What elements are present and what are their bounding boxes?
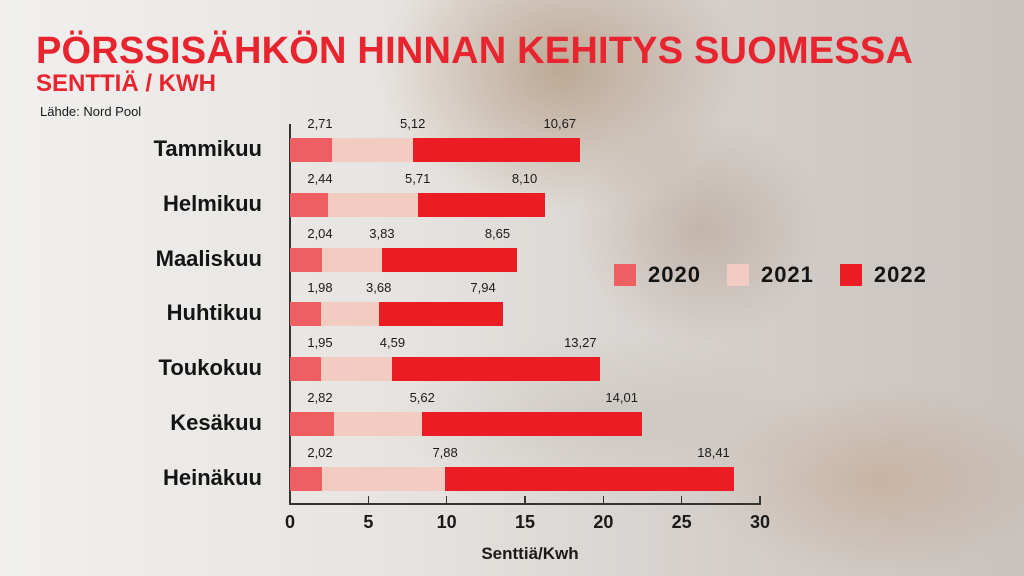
x-tick-label: 15 <box>514 512 536 532</box>
data-label-2022: 14,01 <box>605 390 638 405</box>
bar-segment-2021 <box>321 467 446 491</box>
category-label: Huhtikuu <box>166 300 262 325</box>
data-label-2022: 18,41 <box>697 445 730 460</box>
legend-item-2020: 2020 <box>614 262 701 288</box>
data-label-2021: 4,59 <box>379 335 406 350</box>
data-label-2021: 3,68 <box>366 280 392 295</box>
chart-title: PÖRSSISÄHKÖN HINNAN KEHITYS SUOMESSA <box>36 30 914 72</box>
category-label: Maaliskuu <box>155 246 262 271</box>
category-label: Tammikuu <box>153 136 262 161</box>
bar-segment-2020 <box>290 248 322 272</box>
bar-segment-2022 <box>392 357 601 381</box>
bar-segment-2020 <box>290 138 333 162</box>
legend-item-2021: 2021 <box>726 262 814 288</box>
data-label-2022: 8,65 <box>484 226 511 241</box>
legend: 2020 2021 2022 <box>614 262 953 288</box>
data-label-2020: 1,95 <box>307 335 333 350</box>
legend-label: 2021 <box>760 262 814 287</box>
bar-segment-2022 <box>422 412 642 436</box>
x-axis-title: Senttiä/Kwh <box>481 544 579 563</box>
category-label: Helmikuu <box>162 191 262 216</box>
x-tick <box>524 496 526 504</box>
bar-segment-2021 <box>320 357 393 381</box>
data-label-2020: 2,02 <box>307 445 333 460</box>
x-tick <box>602 496 605 504</box>
x-tick <box>759 496 761 504</box>
legend-swatch-2022 <box>839 264 862 286</box>
bar-segment-2021 <box>321 248 382 272</box>
bar-segment-2021 <box>332 138 413 162</box>
data-label-2021: 5,62 <box>409 390 435 405</box>
y-axis-line <box>289 124 291 504</box>
bar-segment-2022 <box>412 138 580 162</box>
category-label: Kesäkuu <box>170 410 262 435</box>
data-label-2020: 2,04 <box>307 226 333 241</box>
data-label-2021: 3,83 <box>369 226 395 241</box>
bar-segment-2020 <box>290 357 321 381</box>
bar-segment-2021 <box>321 302 379 326</box>
bar-segment-2021 <box>334 412 423 436</box>
legend-swatch-2021 <box>726 264 749 286</box>
x-tick <box>680 496 683 504</box>
bar-segment-2022 <box>445 467 734 491</box>
data-label-2021: 7,88 <box>432 445 458 460</box>
bar-segment-2020 <box>290 302 322 326</box>
data-label-2020: 2,71 <box>307 116 333 131</box>
data-label-2020: 2,82 <box>307 390 333 405</box>
data-label-2021: 5,71 <box>405 171 431 186</box>
legend-label: 2022 <box>873 262 927 287</box>
data-label-2022: 13,27 <box>564 335 597 350</box>
bar-segment-2022 <box>381 248 518 272</box>
data-label-2020: 2,44 <box>307 171 333 186</box>
data-label-2022: 10,67 <box>543 116 577 131</box>
source-note: Lähde: Nord Pool <box>40 104 142 119</box>
bar-segment-2020 <box>290 193 329 217</box>
legend-label: 2020 <box>648 262 701 287</box>
chart-subtitle: SENTTIÄ / KWH <box>36 70 216 97</box>
data-label-2020: 1,98 <box>307 280 333 295</box>
category-label: Toukokuu <box>158 355 262 380</box>
category-label: Heinäkuu <box>162 465 262 490</box>
x-tick-label: 5 <box>363 512 374 532</box>
data-label-2021: 5,12 <box>400 116 426 131</box>
bar-segment-2021 <box>328 193 418 217</box>
bar-segment-2020 <box>290 412 335 436</box>
bar-segment-2020 <box>290 467 322 491</box>
legend-item-2022: 2022 <box>839 262 927 288</box>
x-tick-label: 30 <box>749 512 771 532</box>
x-tick-label: 20 <box>593 512 614 532</box>
data-label-2022: 7,94 <box>470 280 496 295</box>
x-tick-label: 0 <box>284 512 295 532</box>
x-tick-label: 25 <box>671 512 692 532</box>
x-tick <box>289 496 291 504</box>
data-label-2022: 8,10 <box>511 171 538 186</box>
x-tick <box>367 496 370 504</box>
x-tick-label: 10 <box>436 512 457 532</box>
legend-swatch-2020 <box>614 264 636 286</box>
x-tick <box>445 496 448 504</box>
bar-segment-2022 <box>378 302 504 326</box>
bar-segment-2022 <box>417 193 545 217</box>
